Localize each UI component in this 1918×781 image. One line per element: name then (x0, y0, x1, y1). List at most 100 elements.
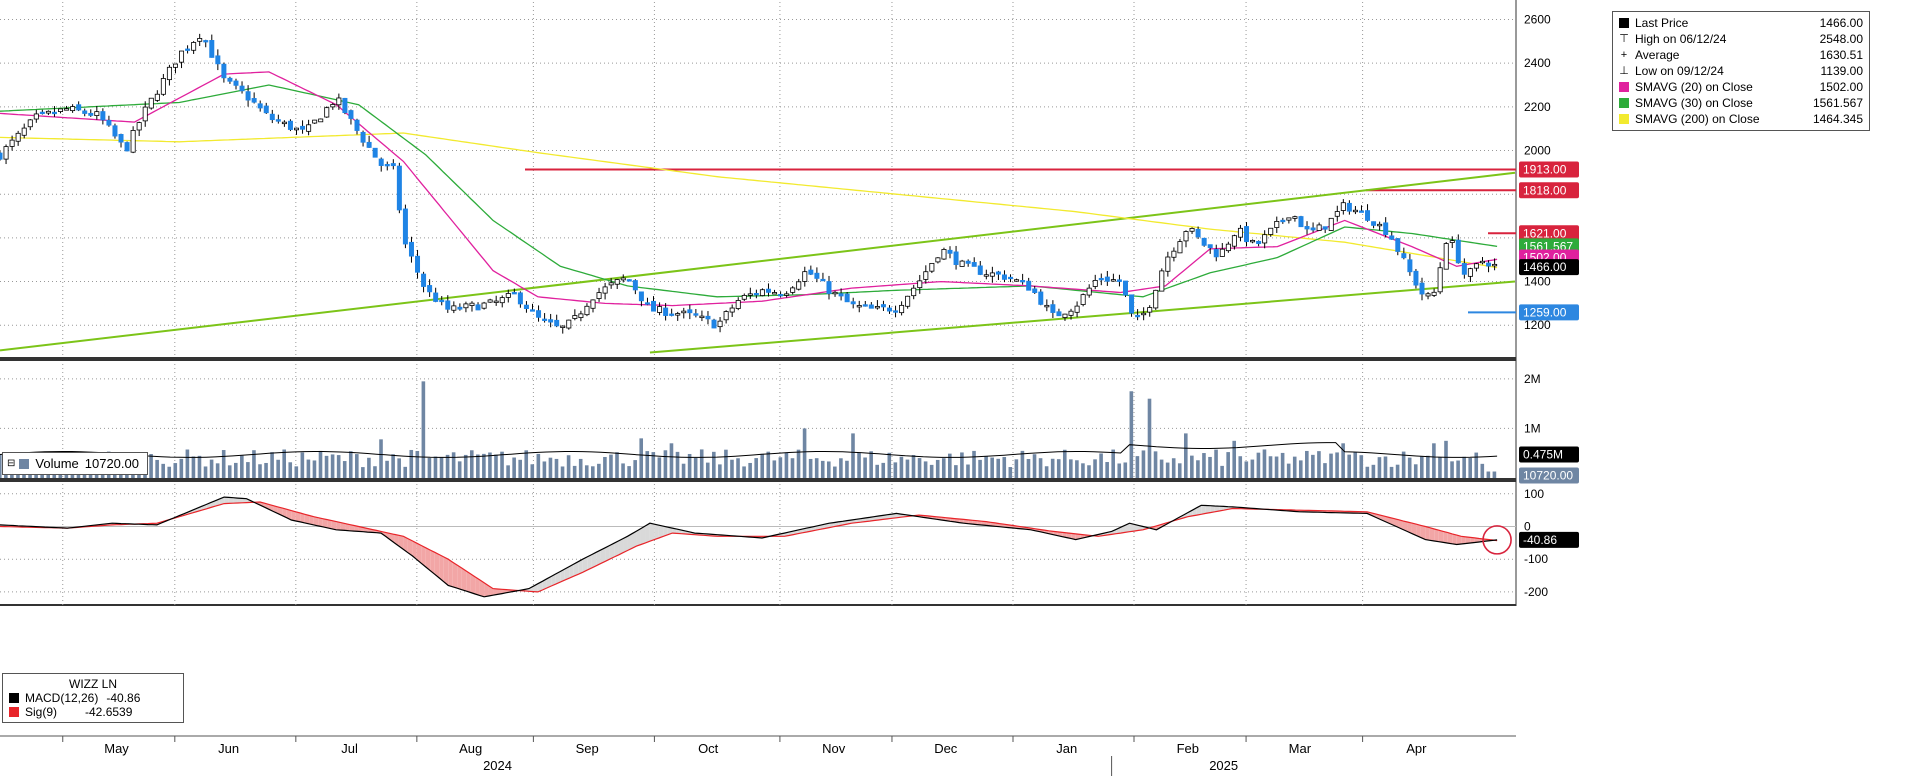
candle-down (264, 106, 268, 113)
candle-up (960, 261, 964, 266)
volume-bar (658, 457, 662, 478)
macd-tick-label: 100 (1524, 487, 1544, 501)
volume-bar (422, 381, 426, 478)
volume-bar (524, 450, 528, 478)
candle-down (185, 49, 189, 51)
volume-bar (1099, 453, 1103, 478)
candle-up (585, 306, 589, 314)
candle-down (851, 302, 855, 304)
candle-down (0, 153, 2, 159)
candle-down (639, 292, 643, 301)
panel-separator (0, 357, 1516, 361)
candle-up (337, 98, 341, 105)
volume-bar (1450, 461, 1454, 478)
legend-value: 1139.00 (1821, 63, 1864, 79)
volume-bar (464, 455, 468, 478)
volume-bar (815, 458, 819, 478)
volume-bar (694, 458, 698, 478)
volume-bar (1166, 463, 1170, 478)
volume-bar (434, 457, 438, 478)
volume-bar (186, 450, 190, 478)
candle-down (827, 282, 831, 294)
volume-bar (198, 456, 202, 478)
volume-bar (1081, 463, 1085, 478)
candle-up (597, 293, 601, 299)
collapse-icon[interactable]: ⊟ (7, 458, 15, 469)
volume-bar (379, 439, 383, 478)
candle-up (131, 130, 135, 152)
candle-up (1093, 280, 1097, 286)
volume-bar (760, 454, 764, 478)
volume-bar (706, 463, 710, 478)
volume-bar (1347, 455, 1351, 478)
volume-bar (1232, 441, 1236, 478)
candle-up (488, 300, 492, 302)
legend-label: High on 06/12/24 (1635, 31, 1810, 47)
volume-bar (391, 454, 395, 478)
volume-bar (155, 460, 159, 478)
volume-bar (325, 456, 329, 478)
volume-bar (621, 463, 625, 478)
candle-up (1111, 280, 1115, 282)
volume-bar (1311, 455, 1315, 478)
volume-bar (1414, 464, 1418, 478)
volume-bar (246, 462, 250, 478)
volume-bar (881, 463, 885, 478)
candle-down (966, 261, 970, 263)
candle-down (948, 250, 952, 253)
volume-bar (1130, 391, 1134, 478)
candle-down (1214, 249, 1218, 256)
month-label: May (104, 741, 129, 756)
volume-bar (930, 465, 934, 478)
volume-bar (1468, 458, 1472, 478)
candle-up (137, 123, 141, 130)
volume-bar (1263, 449, 1267, 478)
candle-down (276, 120, 280, 122)
month-label: Mar (1289, 741, 1312, 756)
volume-bar (990, 458, 994, 478)
candle-down (1414, 271, 1418, 285)
candle-up (46, 111, 50, 113)
candle-up (736, 300, 740, 308)
volume-bar (549, 458, 553, 478)
volume-bar (766, 452, 770, 478)
sma200-swatch (1619, 114, 1629, 124)
volume-bar (875, 465, 879, 478)
volume-panel (0, 381, 1497, 478)
candle-up (1087, 288, 1091, 295)
volume-bar (1426, 456, 1430, 478)
volume-bar (343, 461, 347, 478)
price-tag: 1466.00 (1523, 260, 1567, 274)
candle-up (1232, 236, 1236, 247)
volume-bar (718, 464, 722, 478)
volume-bar (670, 443, 674, 478)
volume-bar (1154, 451, 1158, 478)
candle-up (1184, 232, 1188, 241)
legend-label: Low on 09/12/24 (1635, 63, 1811, 79)
legend-label: Last Price (1635, 15, 1810, 31)
candle-up (785, 294, 789, 296)
candle-down (1051, 305, 1055, 313)
candle-up (718, 321, 722, 326)
volume-bar (869, 451, 873, 478)
macd-swatch (9, 693, 19, 703)
volume-bar (912, 455, 916, 478)
volume-bar (192, 456, 196, 478)
candle-down (379, 159, 383, 166)
panel-separator (0, 604, 1516, 606)
legend-sma20: SMAVG (20) on Close 1502.00 (1619, 79, 1863, 95)
candle-down (216, 56, 220, 64)
candle-up (143, 107, 147, 121)
candle-down (52, 112, 56, 114)
candle-down (1033, 289, 1037, 293)
month-label: Dec (934, 741, 958, 756)
candle-down (1420, 283, 1424, 294)
legend-label: MACD(12,26) (25, 691, 98, 705)
candle-down (1027, 281, 1031, 290)
candle-up (1426, 294, 1430, 296)
volume-bar (803, 428, 807, 478)
candle-up (942, 249, 946, 259)
candle-down (421, 274, 425, 286)
macd-tick-label: -100 (1524, 552, 1548, 566)
legend-sma200: SMAVG (200) on Close 1464.345 (1619, 111, 1863, 127)
